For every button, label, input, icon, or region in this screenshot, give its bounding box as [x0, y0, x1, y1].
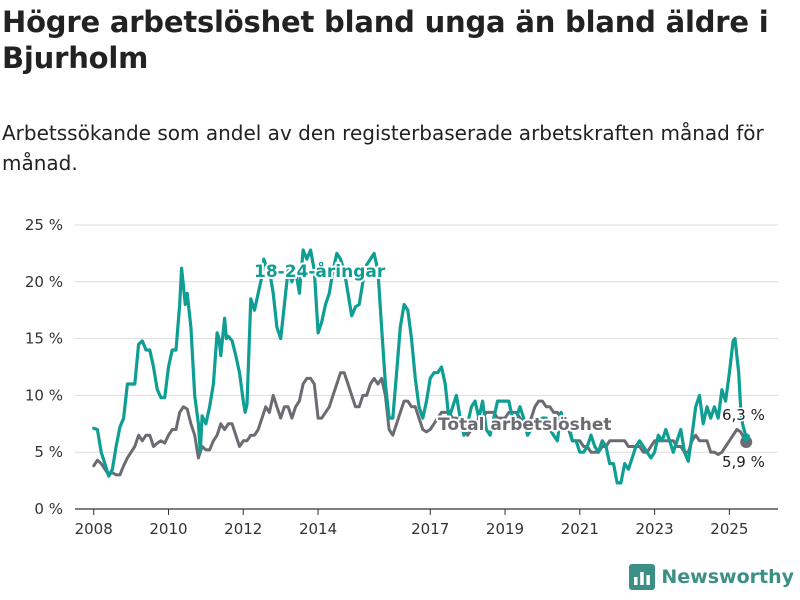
y-tick-label: 5 % — [34, 443, 63, 461]
series-line-0 — [92, 248, 748, 485]
chart-title: Högre arbetslöshet bland unga än bland ä… — [2, 5, 769, 75]
y-axis-labels: 0 % 5 % 10 % 15 % 20 % 25 % — [25, 216, 63, 518]
series-line-1 — [92, 371, 748, 477]
bar-chart-logo-icon — [629, 564, 656, 590]
series-labels: 18-24-åringar Total arbetslöshet 6,3 % 5,9 … — [252, 258, 766, 473]
series-end-point — [742, 433, 751, 442]
y-tick-label: 20 % — [25, 273, 63, 291]
x-tick-label: 2008 — [75, 520, 113, 538]
series-end-value: 6,3 % — [722, 406, 765, 424]
x-tick-label: 2014 — [299, 520, 337, 538]
y-tick-label: 15 % — [25, 330, 63, 348]
series-name-label: 18-24-åringar — [254, 260, 386, 282]
grid-lines — [75, 224, 778, 453]
x-axis — [75, 508, 778, 515]
chart-subtitle: Arbetssökande som andel av den registerb… — [2, 121, 764, 175]
y-tick-label: 25 % — [25, 216, 63, 234]
brand-name: Newsworthy — [661, 566, 794, 588]
brand-logo: Newsworthy — [629, 564, 794, 590]
x-tick-label: 2023 — [636, 520, 674, 538]
x-tick-label: 2010 — [149, 520, 187, 538]
y-tick-label: 0 % — [34, 500, 63, 518]
x-tick-label: 2012 — [224, 520, 262, 538]
series-name-label: Total arbetslöshet — [438, 415, 612, 435]
x-tick-label: 2017 — [411, 520, 449, 538]
series-lines — [92, 248, 753, 485]
x-tick-label: 2021 — [561, 520, 599, 538]
x-axis-labels: 2008 2010 2012 2014 2017 2019 2021 2023 2025 — [75, 520, 749, 538]
y-tick-label: 10 % — [25, 386, 63, 404]
x-tick-label: 2019 — [486, 520, 524, 538]
x-tick-label: 2025 — [710, 520, 748, 538]
series-end-value: 5,9 % — [722, 453, 765, 471]
